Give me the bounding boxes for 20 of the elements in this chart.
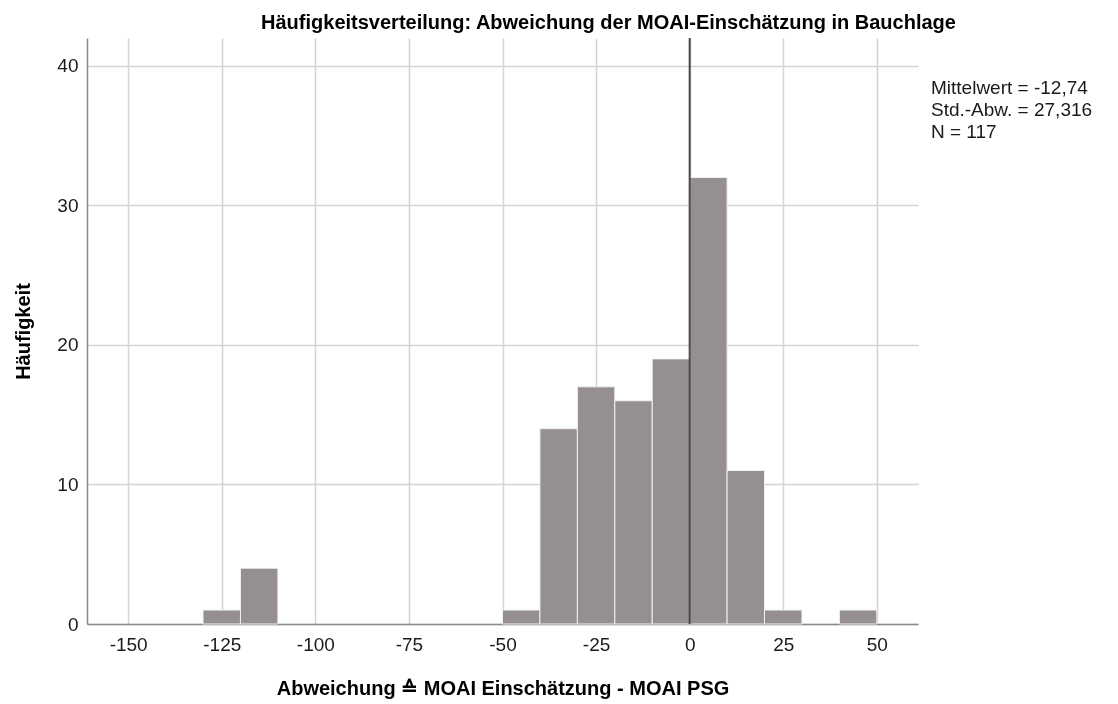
y-tick-label: 20 xyxy=(57,334,79,356)
text: Std.-Abw. = 27,316 xyxy=(931,98,1093,120)
x-tick-label: 0 xyxy=(684,633,696,655)
y-tick-label: 40 xyxy=(57,55,79,77)
x-tick-label: 25 xyxy=(773,633,795,655)
y-tick-label: 30 xyxy=(57,194,79,216)
x-tick-label: -150 xyxy=(109,633,148,655)
x-tick-label: -25 xyxy=(582,633,611,655)
y-axis-title: Häufigkeit xyxy=(11,282,34,380)
text: Mittelwert = -12,74 xyxy=(931,77,1089,98)
x-tick-label: 50 xyxy=(866,633,888,655)
x-tick-label: -125 xyxy=(203,633,242,655)
chart-title: Häufigkeitsverteilung: Abweichung der MOAI-Einschätzung in Bauchlage xyxy=(261,11,956,33)
x-tick-label: -75 xyxy=(395,633,424,655)
text: N = 117 xyxy=(931,120,997,142)
x-tick-label: -100 xyxy=(296,633,335,655)
x-axis-title: Abweichung ≙ MOAI Einschätzung - MOAI PSG xyxy=(276,676,730,699)
y-tick-label: 0 xyxy=(67,613,79,635)
x-tick-label: -50 xyxy=(489,633,517,655)
y-tick-label: 10 xyxy=(57,473,79,495)
